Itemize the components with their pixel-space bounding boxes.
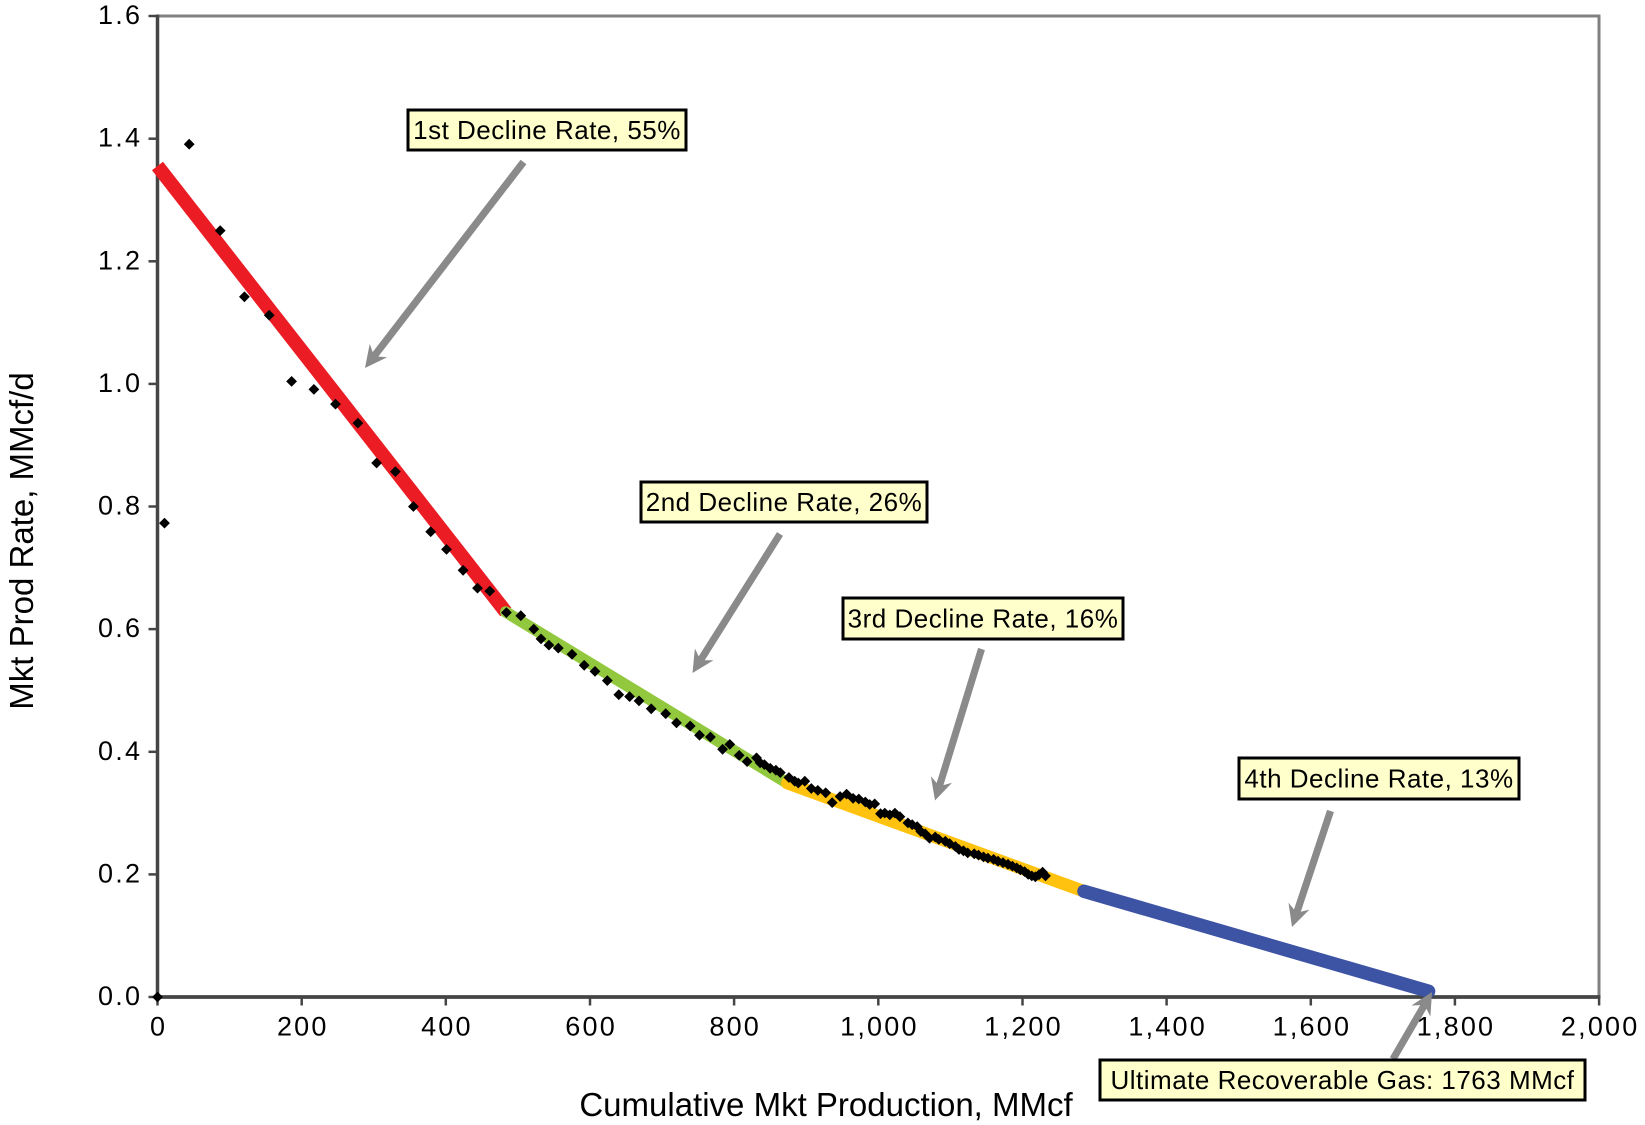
svg-text:Mkt Prod Rate, MMcf/d: Mkt Prod Rate, MMcf/d [3, 372, 40, 709]
svg-text:1,000: 1,000 [840, 1012, 919, 1042]
svg-text:1,600: 1,600 [1273, 1012, 1352, 1042]
svg-text:600: 600 [565, 1012, 617, 1042]
svg-text:1.0: 1.0 [98, 368, 142, 398]
svg-text:800: 800 [709, 1012, 761, 1042]
svg-text:0.4: 0.4 [98, 736, 142, 766]
svg-text:0.6: 0.6 [98, 613, 142, 643]
svg-text:400: 400 [421, 1012, 473, 1042]
svg-text:3rd Decline Rate, 16%: 3rd Decline Rate, 16% [848, 604, 1119, 634]
svg-text:4th Decline Rate, 13%: 4th Decline Rate, 13% [1244, 764, 1513, 794]
svg-text:1,400: 1,400 [1128, 1012, 1207, 1042]
svg-text:1,200: 1,200 [984, 1012, 1063, 1042]
svg-text:200: 200 [277, 1012, 329, 1042]
svg-text:1st Decline Rate, 55%: 1st Decline Rate, 55% [413, 115, 681, 145]
svg-text:1,800: 1,800 [1417, 1012, 1496, 1042]
svg-text:1.6: 1.6 [98, 0, 142, 30]
svg-text:0.2: 0.2 [98, 858, 142, 888]
svg-text:0: 0 [150, 1012, 167, 1042]
svg-text:0.8: 0.8 [98, 491, 142, 521]
svg-text:1.4: 1.4 [98, 123, 142, 153]
svg-text:2,000: 2,000 [1561, 1012, 1640, 1042]
svg-text:1.2: 1.2 [98, 245, 142, 275]
svg-text:2nd Decline Rate, 26%: 2nd Decline Rate, 26% [646, 487, 922, 517]
svg-text:0.0: 0.0 [98, 981, 142, 1011]
svg-text:Cumulative Mkt Production, MMc: Cumulative Mkt Production, MMcf [579, 1086, 1073, 1123]
svg-text:Ultimate Recoverable Gas: 1763: Ultimate Recoverable Gas: 1763 MMcf [1110, 1065, 1574, 1095]
